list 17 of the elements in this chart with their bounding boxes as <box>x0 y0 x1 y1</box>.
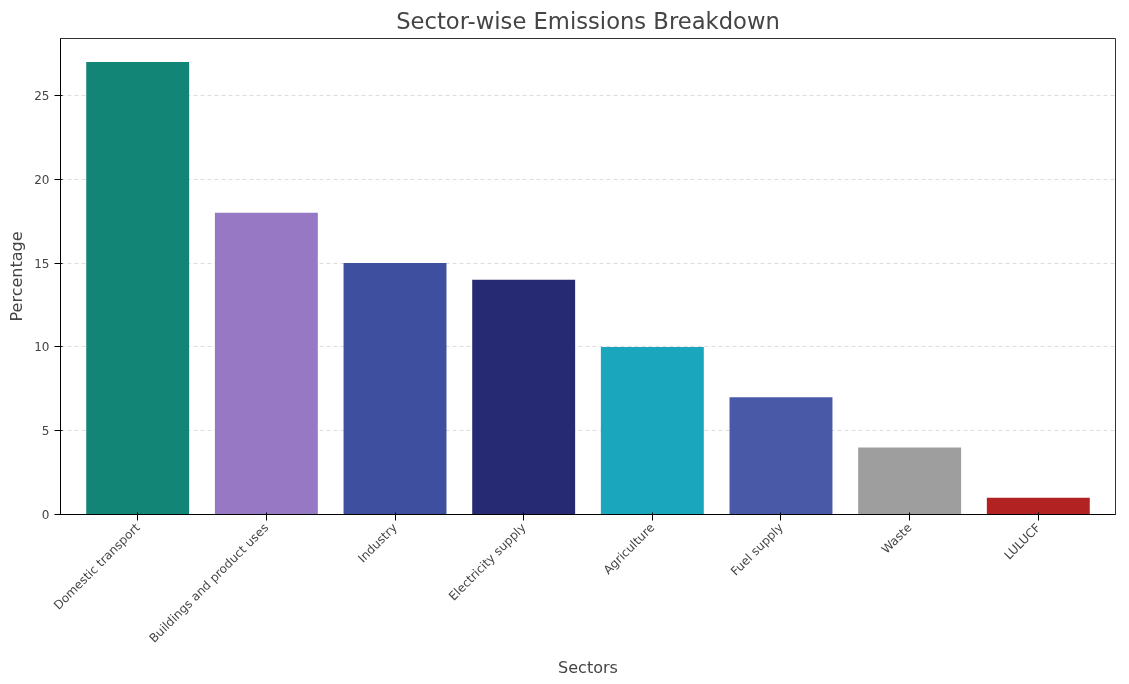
chart-title: Sector-wise Emissions Breakdown <box>396 7 780 34</box>
y-tick-label: 25 <box>34 88 50 103</box>
y-tick-label: 0 <box>41 508 50 522</box>
y-tick-label: 10 <box>34 340 50 355</box>
y-tick-label: 20 <box>34 172 50 187</box>
bar <box>858 447 962 515</box>
bar <box>343 263 447 515</box>
bar <box>600 346 704 515</box>
x-axis-title: Sectors <box>558 658 618 678</box>
y-tick-label: 15 <box>34 256 50 271</box>
bar <box>729 397 833 515</box>
bar <box>214 212 318 515</box>
y-axis-title: Percentage <box>7 231 27 322</box>
y-tick-label: 5 <box>41 424 50 439</box>
bar <box>86 61 190 515</box>
bar <box>472 279 576 515</box>
bar <box>986 497 1090 515</box>
